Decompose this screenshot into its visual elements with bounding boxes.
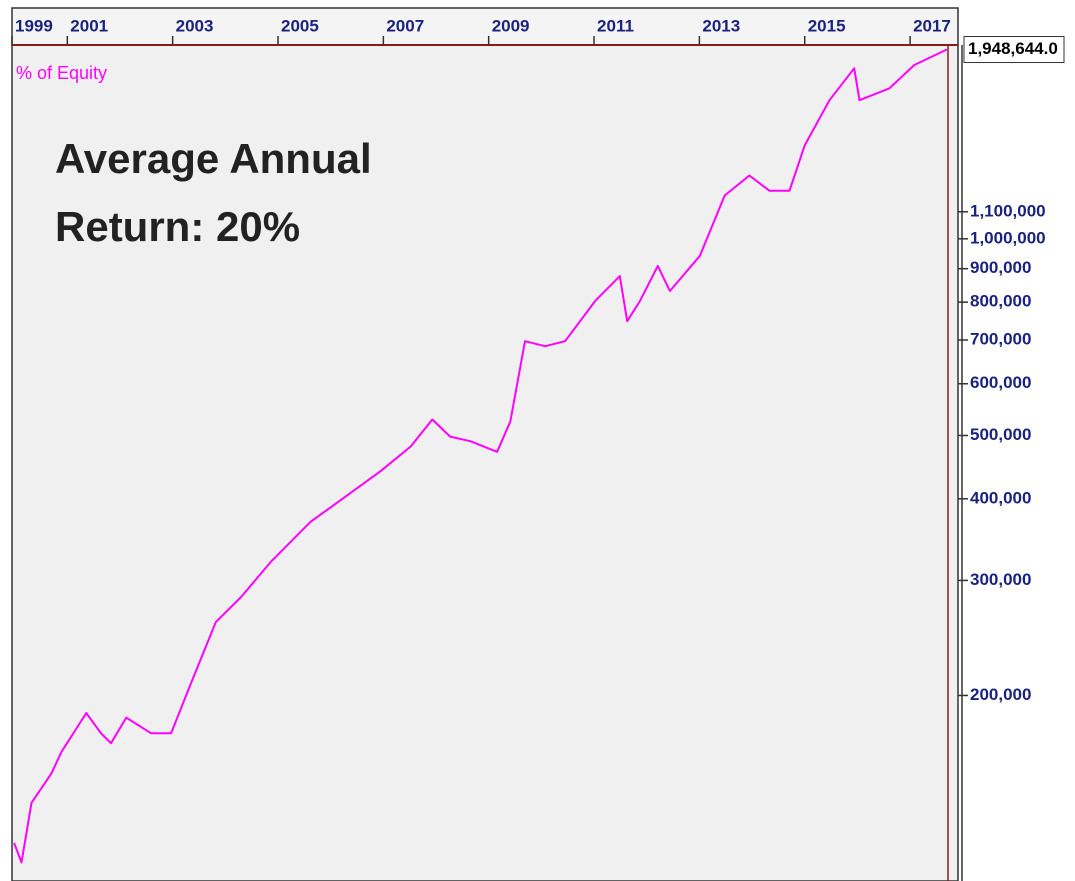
x-tick-label: 2001 <box>70 16 108 35</box>
y-tick-label: 600,000 <box>970 373 1031 392</box>
x-tick-label: 2007 <box>386 16 424 35</box>
series-label: % of Equity <box>16 63 107 83</box>
x-axis-strip <box>11 7 959 46</box>
last-value-box <box>963 36 1065 64</box>
x-tick-label: 1999 <box>15 16 53 35</box>
x-tick-label: 2015 <box>808 16 846 35</box>
y-tick-label: 200,000 <box>970 685 1031 704</box>
y-tick-label: 1,100,000 <box>970 201 1046 220</box>
y-tick-label: 300,000 <box>970 570 1031 589</box>
x-tick-label: 2009 <box>492 16 530 35</box>
x-tick-label: 2003 <box>176 16 214 35</box>
x-tick-label: 2017 <box>913 16 951 35</box>
y-tick-label: 900,000 <box>970 258 1031 277</box>
x-tick-label: 2011 <box>597 16 634 35</box>
last-value-label: 1,948,644.0 <box>968 39 1058 58</box>
annotation: Return: 20% <box>55 203 300 250</box>
y-tick-label: 500,000 <box>970 425 1031 444</box>
y-tick-label: 800,000 <box>970 292 1031 311</box>
annotation: Average Annual <box>55 135 372 182</box>
equity-line <box>13 48 948 864</box>
y-tick-label: 1,000,000 <box>970 228 1046 247</box>
x-tick-label: 2013 <box>702 16 740 35</box>
x-tick-label: 2005 <box>281 16 319 35</box>
y-tick-label: 400,000 <box>970 488 1031 507</box>
y-tick-label: 700,000 <box>970 329 1031 348</box>
